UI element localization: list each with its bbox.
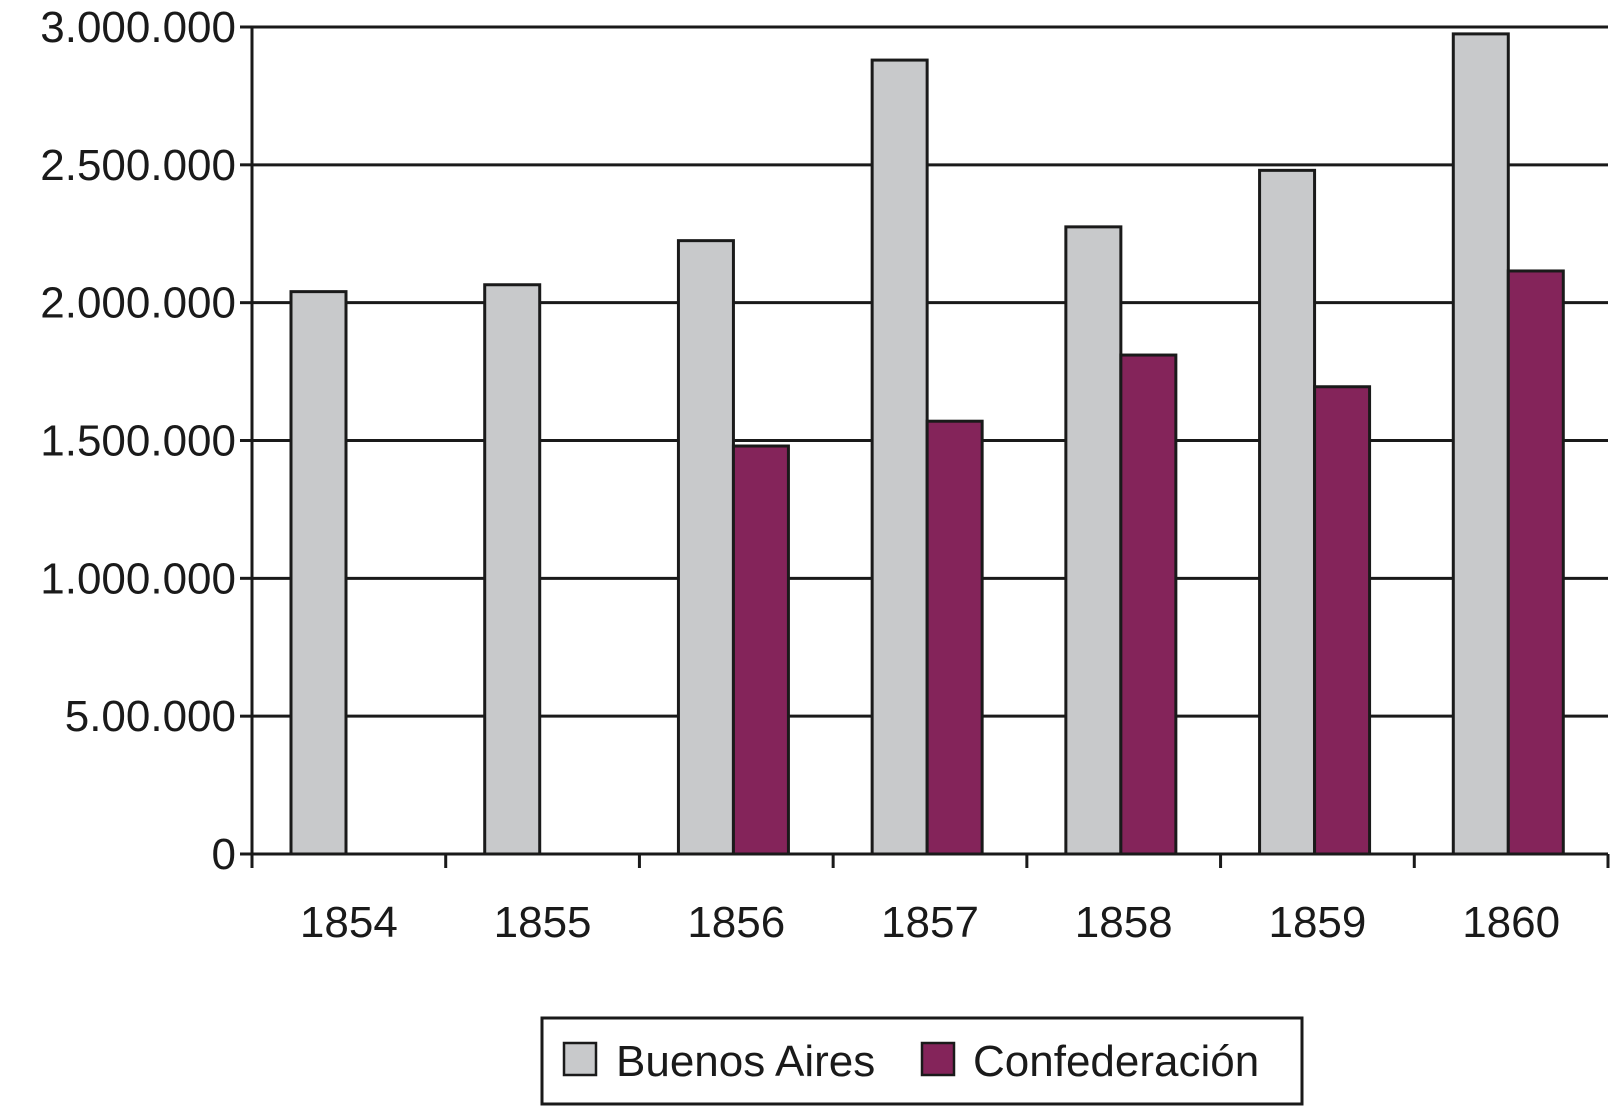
x-tick-label: 1855: [494, 898, 592, 947]
legend-label-confederacion: Confederación: [973, 1037, 1259, 1086]
x-axis-tick-labels: 1854 1855 1856 1857 1858 1859 1860: [300, 898, 1560, 947]
bar-1855-buenos-aires: [483, 283, 542, 856]
bar-1856-confederacion: [731, 444, 790, 856]
bar-1859-buenos-aires: [1258, 168, 1317, 856]
x-tick-label: 1859: [1268, 898, 1366, 947]
bar-1854-buenos-aires: [289, 290, 348, 856]
legend: Buenos Aires Confederación: [540, 1016, 1304, 1106]
bars: [289, 32, 1565, 856]
y-tick-label: 3.000.000: [40, 3, 236, 52]
y-tick-label: 2.500.000: [40, 141, 236, 190]
y-tick-label: 1.500.000: [40, 417, 236, 466]
bar-1857-buenos-aires: [870, 58, 929, 856]
x-tick-label: 1857: [881, 898, 979, 947]
bar-1857-confederacion: [925, 419, 984, 856]
bar-1856-buenos-aires: [676, 239, 735, 856]
x-tick-label: 1858: [1075, 898, 1173, 947]
bar-1858-buenos-aires: [1064, 225, 1123, 856]
legend-label-buenos-aires: Buenos Aires: [616, 1037, 875, 1086]
y-tick-label: 5.00.000: [65, 692, 236, 741]
legend-swatch-confederacion: [920, 1041, 956, 1077]
x-tick-label: 1856: [687, 898, 785, 947]
y-tick-label: 2.000.000: [40, 279, 236, 328]
axes: [240, 25, 1610, 868]
x-tick-label: 1860: [1462, 898, 1560, 947]
bar-1860-confederacion: [1506, 269, 1565, 856]
y-axis-tick-labels: 0 5.00.000 1.000.000 1.500.000 2.000.000 2.50…: [40, 3, 236, 879]
x-tick-label: 1854: [300, 898, 398, 947]
bar-1858-confederacion: [1119, 353, 1178, 856]
bar-1859-confederacion: [1313, 385, 1372, 856]
legend-swatch-buenos-aires: [562, 1041, 598, 1077]
bar-1860-buenos-aires: [1451, 32, 1510, 856]
y-tick-label: 1.000.000: [40, 554, 236, 603]
y-tick-label: 0: [212, 830, 236, 879]
